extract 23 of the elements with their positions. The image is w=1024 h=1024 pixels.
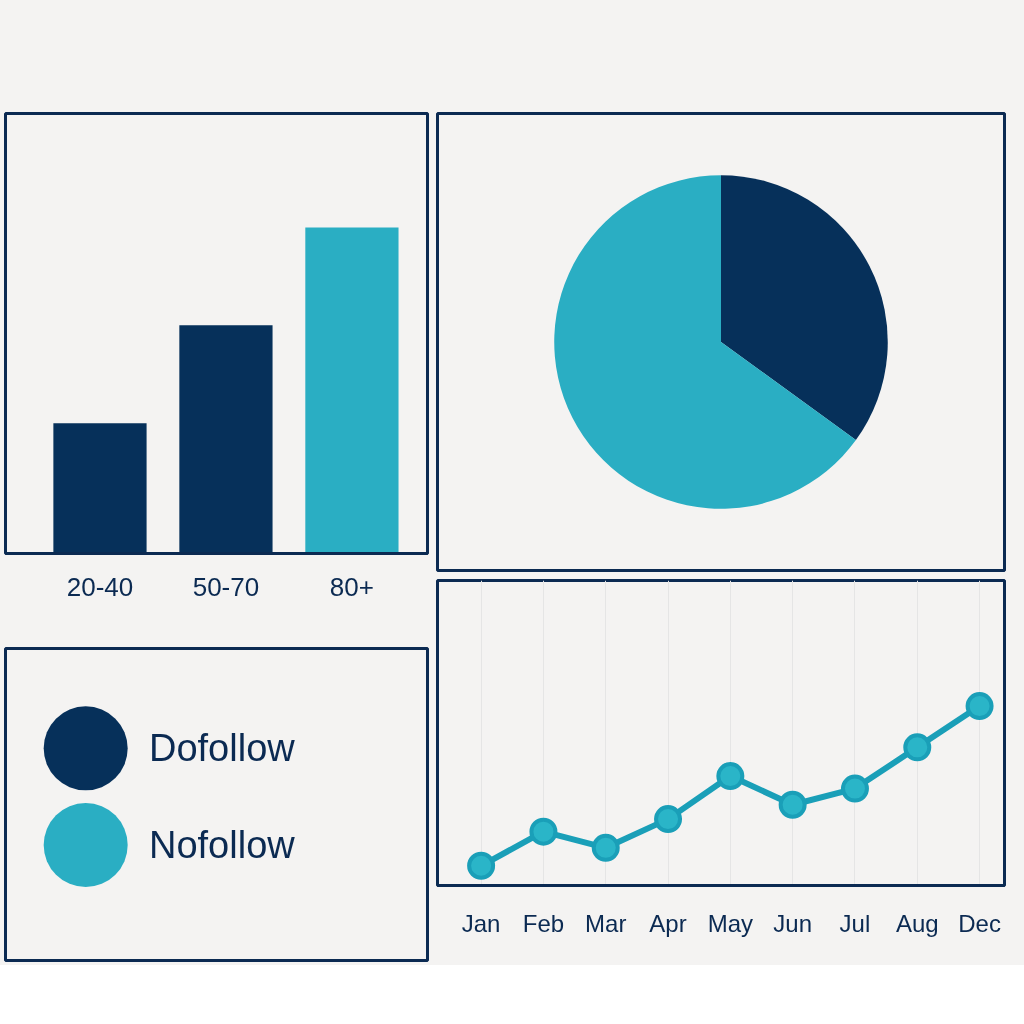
point — [654, 805, 683, 834]
x-tick-label: May — [707, 909, 754, 937]
x-tick-label: Feb — [522, 909, 565, 937]
point — [529, 817, 558, 846]
point — [716, 762, 745, 791]
point — [778, 790, 807, 819]
x-tick-label: 80+ — [329, 571, 374, 602]
x-tick-label: 50-70 — [192, 571, 260, 602]
x-tick-label: Dec — [958, 909, 1001, 937]
legend-label: Dofollow — [148, 727, 296, 770]
x-tick-label: 20-40 — [66, 571, 134, 602]
point — [840, 774, 869, 803]
x-tick-label: Jan — [461, 909, 501, 937]
x-tick-label: Jun — [773, 909, 813, 937]
point — [965, 692, 994, 721]
x-tick-label: Mar — [585, 909, 627, 937]
point — [591, 833, 620, 862]
x-tick-label: Jul — [839, 909, 871, 937]
legend-label: Nofollow — [148, 824, 296, 867]
x-tick-label: Aug — [895, 909, 939, 937]
x-tick-label: Apr — [649, 909, 687, 937]
point — [903, 733, 932, 762]
point — [467, 851, 496, 880]
